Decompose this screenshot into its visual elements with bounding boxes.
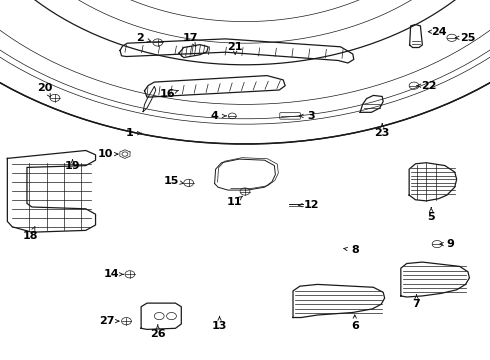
Text: 9: 9 xyxy=(446,239,454,249)
Text: 5: 5 xyxy=(427,212,435,222)
Text: 6: 6 xyxy=(351,321,359,331)
Text: 25: 25 xyxy=(460,33,475,43)
Text: 12: 12 xyxy=(303,200,319,210)
Text: 18: 18 xyxy=(23,231,38,241)
Text: 16: 16 xyxy=(160,89,175,99)
Text: 11: 11 xyxy=(226,197,242,207)
Text: 21: 21 xyxy=(227,42,243,52)
Text: 17: 17 xyxy=(182,33,198,43)
Text: 13: 13 xyxy=(212,321,227,331)
Text: 15: 15 xyxy=(164,176,179,186)
Text: 1: 1 xyxy=(126,128,134,138)
Text: 3: 3 xyxy=(307,111,315,121)
Text: 2: 2 xyxy=(136,33,144,43)
Text: 20: 20 xyxy=(37,83,53,93)
Text: 19: 19 xyxy=(65,161,80,171)
Text: 26: 26 xyxy=(150,329,166,339)
Text: 14: 14 xyxy=(104,269,120,279)
Text: 4: 4 xyxy=(211,111,219,121)
Text: 27: 27 xyxy=(99,316,115,326)
Text: 7: 7 xyxy=(413,299,420,309)
Text: 23: 23 xyxy=(374,128,390,138)
Text: 8: 8 xyxy=(352,245,360,255)
Text: 24: 24 xyxy=(431,27,446,37)
Text: 10: 10 xyxy=(98,149,114,159)
Text: 22: 22 xyxy=(421,81,437,91)
